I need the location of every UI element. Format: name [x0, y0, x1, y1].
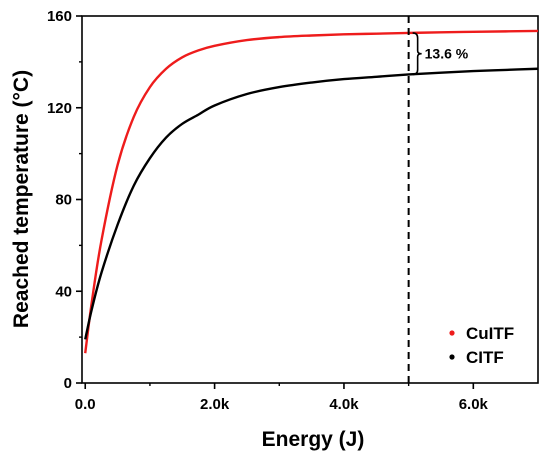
y-axis: 0 40 80 120 160	[47, 8, 82, 392]
y-tick-label: 120	[47, 100, 72, 117]
x-tick-label: 2.0k	[200, 396, 230, 413]
legend-marker	[449, 354, 455, 360]
series-line-cuitf	[84, 29, 539, 354]
legend-label: CuITF	[466, 324, 514, 343]
series-layer	[84, 29, 539, 354]
x-tick-label: 6.0k	[459, 396, 489, 413]
y-tick-label: 40	[55, 283, 72, 300]
legend-item-cuitf: CuITF	[449, 324, 514, 343]
series-line-citf	[84, 67, 539, 340]
x-axis: 0.0 2.0k 4.0k 6.0k	[75, 383, 489, 413]
chart-plot-layer: 13.6 % 0.0 2.0k 4.0k 6.0k 0 40 80 120 160	[47, 8, 539, 413]
legend-item-citf: CITF	[449, 348, 504, 367]
y-axis-title: Reached temperature (°C)	[10, 70, 33, 328]
y-tick-label: 160	[47, 8, 72, 25]
annotation-layer: 13.6 %	[407, 16, 469, 383]
legend-label: CITF	[466, 348, 504, 367]
legend-marker	[449, 330, 455, 336]
x-tick-label: 0.0	[75, 396, 96, 413]
x-axis-title: Energy (J)	[262, 428, 365, 451]
difference-brace	[412, 32, 422, 76]
y-tick-label: 0	[64, 375, 72, 392]
difference-label: 13.6 %	[425, 46, 469, 62]
y-tick-label: 80	[55, 192, 72, 209]
legend: CuITF CITF	[449, 324, 514, 367]
x-tick-label: 4.0k	[329, 396, 359, 413]
